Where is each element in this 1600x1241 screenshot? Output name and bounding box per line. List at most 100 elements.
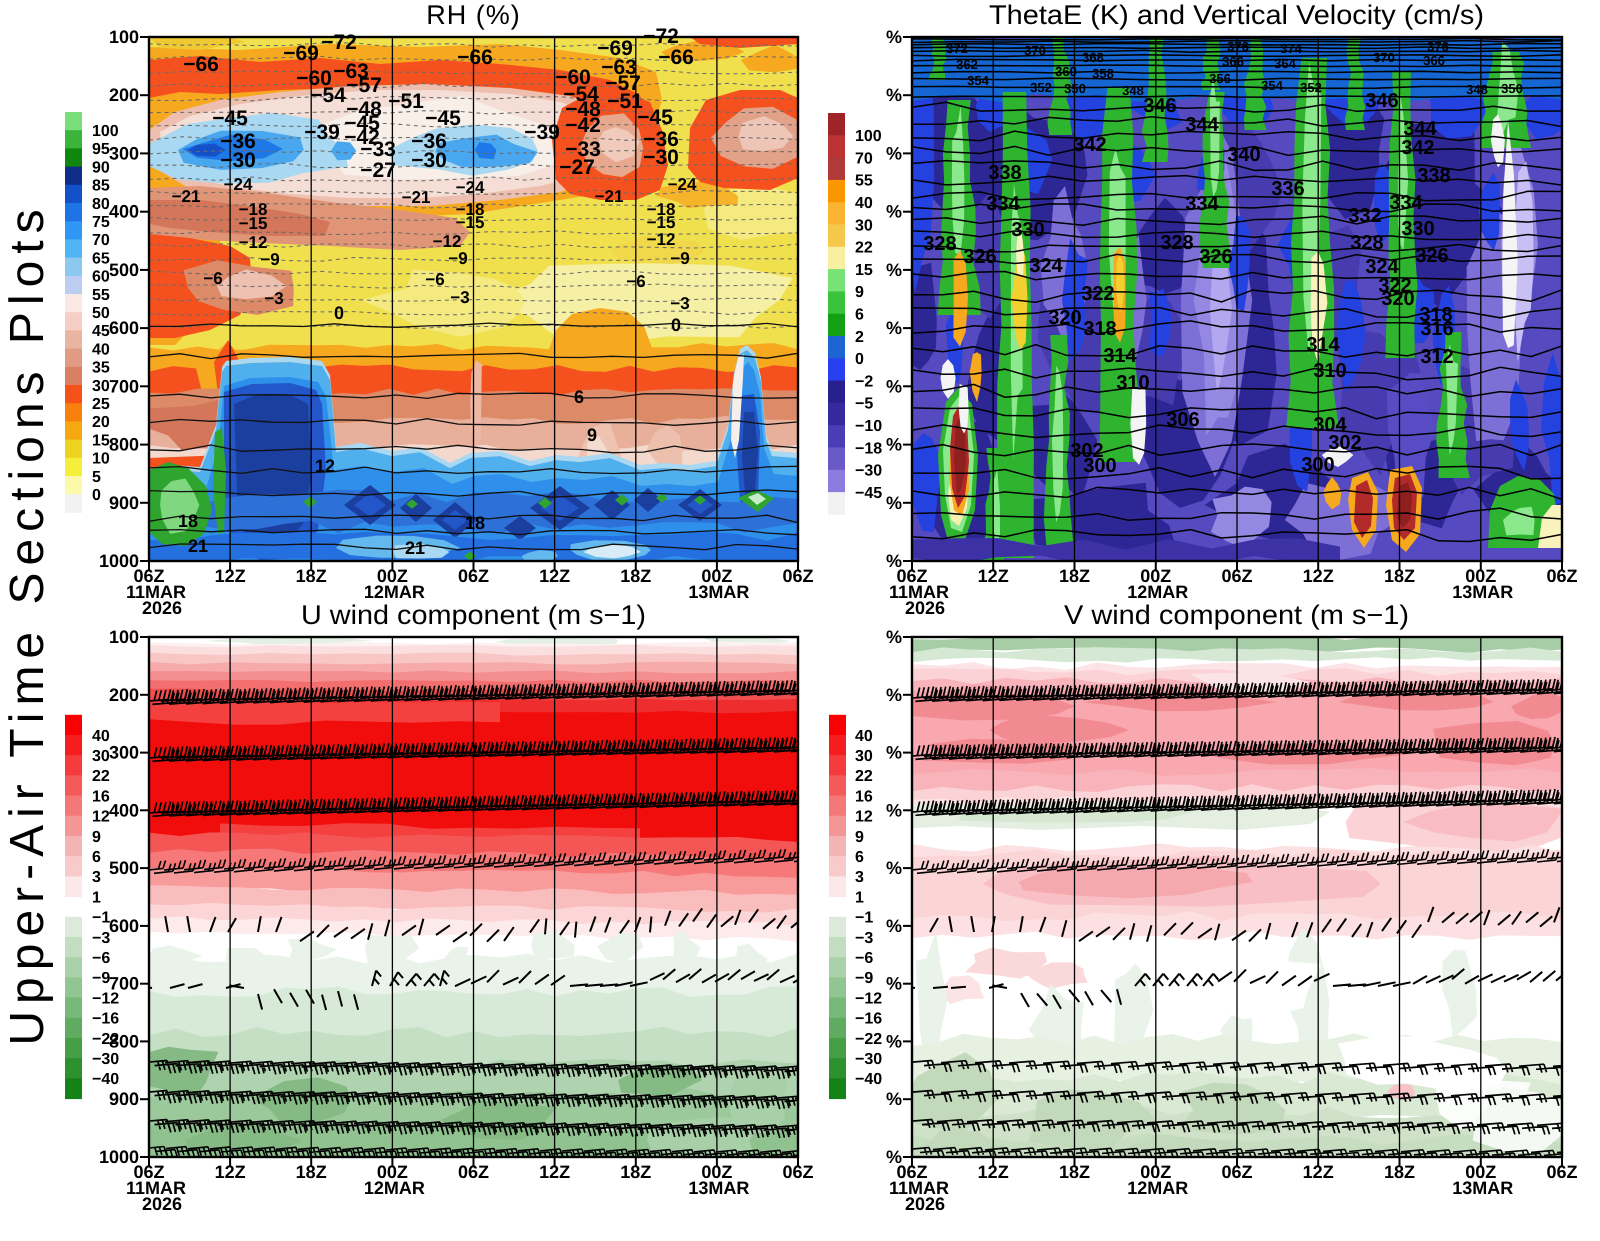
svg-text:00Z: 00Z <box>377 566 408 586</box>
svg-text:−3: −3 <box>670 294 689 313</box>
svg-text:30: 30 <box>855 748 873 765</box>
svg-text:−45: −45 <box>855 485 882 502</box>
svg-text:9: 9 <box>855 284 864 301</box>
svg-text:368: 368 <box>1082 50 1104 65</box>
svg-text:372: 372 <box>946 41 968 56</box>
svg-text:700: 700 <box>109 376 139 396</box>
svg-text:%: % <box>886 376 902 396</box>
svg-text:800: 800 <box>109 435 139 455</box>
svg-text:18: 18 <box>465 513 485 533</box>
svg-text:500: 500 <box>109 260 139 280</box>
svg-text:V wind component (m s−1): V wind component (m s−1) <box>1064 600 1409 630</box>
svg-text:%: % <box>886 685 902 705</box>
svg-text:21: 21 <box>405 538 425 558</box>
svg-text:−33: −33 <box>360 138 396 161</box>
svg-text:0: 0 <box>855 351 864 368</box>
svg-text:−18: −18 <box>239 200 268 219</box>
svg-text:%: % <box>886 27 902 47</box>
svg-text:334: 334 <box>1389 192 1423 214</box>
svg-text:9: 9 <box>587 425 597 445</box>
svg-text:10: 10 <box>92 451 110 468</box>
svg-text:318: 318 <box>1419 304 1452 326</box>
svg-text:06Z: 06Z <box>133 566 164 586</box>
svg-text:−2: −2 <box>855 373 873 390</box>
svg-text:30: 30 <box>92 748 110 765</box>
svg-text:−36: −36 <box>220 130 256 153</box>
svg-text:6: 6 <box>92 849 101 866</box>
svg-text:1000: 1000 <box>99 1147 139 1167</box>
svg-text:−22: −22 <box>92 1031 119 1048</box>
svg-text:−9: −9 <box>260 250 279 269</box>
svg-text:−16: −16 <box>855 1011 882 1028</box>
svg-text:11MAR: 11MAR <box>126 582 186 602</box>
svg-text:−51: −51 <box>388 90 424 113</box>
svg-text:40: 40 <box>92 728 110 745</box>
svg-text:06Z: 06Z <box>458 1162 489 1182</box>
svg-text:360: 360 <box>1055 64 1077 79</box>
svg-text:500: 500 <box>109 858 139 878</box>
svg-text:364: 364 <box>1274 56 1296 71</box>
svg-text:11MAR: 11MAR <box>889 582 949 602</box>
svg-text:−6: −6 <box>425 270 444 289</box>
svg-text:346: 346 <box>1143 95 1176 117</box>
svg-text:200: 200 <box>109 85 139 105</box>
svg-text:00Z: 00Z <box>701 1162 732 1182</box>
svg-text:322: 322 <box>1081 283 1114 305</box>
svg-text:352: 352 <box>1030 80 1052 95</box>
svg-text:06Z: 06Z <box>458 566 489 586</box>
svg-text:18Z: 18Z <box>1059 1162 1090 1182</box>
svg-text:600: 600 <box>109 916 139 936</box>
svg-text:342: 342 <box>1401 137 1434 159</box>
svg-text:300: 300 <box>1083 455 1116 477</box>
svg-text:06Z: 06Z <box>896 566 927 586</box>
svg-text:328: 328 <box>1350 232 1383 254</box>
svg-text:100: 100 <box>855 128 882 145</box>
svg-text:6: 6 <box>855 849 864 866</box>
svg-text:−66: −66 <box>457 46 493 69</box>
svg-text:30: 30 <box>92 378 110 395</box>
svg-text:0: 0 <box>671 315 681 335</box>
svg-text:11MAR: 11MAR <box>126 1178 186 1198</box>
svg-text:00Z: 00Z <box>377 1162 408 1182</box>
svg-text:−60: −60 <box>296 67 332 90</box>
svg-text:18Z: 18Z <box>1384 566 1415 586</box>
svg-text:%: % <box>886 1089 902 1109</box>
svg-text:356: 356 <box>1209 71 1231 86</box>
svg-text:314: 314 <box>1306 334 1340 356</box>
svg-text:400: 400 <box>109 202 139 222</box>
svg-text:06Z: 06Z <box>896 1162 927 1182</box>
svg-text:12: 12 <box>92 809 110 826</box>
svg-text:18Z: 18Z <box>620 1162 651 1182</box>
svg-text:−3: −3 <box>450 288 469 307</box>
svg-text:−30: −30 <box>92 1051 119 1068</box>
svg-text:80: 80 <box>92 196 110 213</box>
svg-text:−1: −1 <box>92 910 110 927</box>
svg-text:324: 324 <box>1365 256 1399 278</box>
svg-text:−39: −39 <box>524 121 560 144</box>
svg-text:9: 9 <box>92 829 101 846</box>
svg-text:−48: −48 <box>565 98 601 121</box>
svg-text:370: 370 <box>1373 50 1395 65</box>
svg-text:−60: −60 <box>555 66 591 89</box>
svg-text:−72: −72 <box>321 31 357 54</box>
svg-text:100: 100 <box>109 627 139 647</box>
svg-text:358: 358 <box>1092 66 1114 81</box>
svg-text:12Z: 12Z <box>539 566 570 586</box>
svg-text:332: 332 <box>1348 205 1381 227</box>
svg-text:12Z: 12Z <box>978 566 1009 586</box>
svg-text:328: 328 <box>923 233 956 255</box>
svg-text:354: 354 <box>967 73 989 88</box>
svg-text:−39: −39 <box>304 121 340 144</box>
svg-text:−6: −6 <box>92 950 110 967</box>
svg-text:00Z: 00Z <box>1140 566 1171 586</box>
svg-text:%: % <box>886 551 902 571</box>
svg-text:−66: −66 <box>658 46 694 69</box>
svg-text:1000: 1000 <box>99 551 139 571</box>
svg-text:22: 22 <box>855 240 873 257</box>
svg-text:65: 65 <box>92 250 110 267</box>
svg-text:700: 700 <box>109 974 139 994</box>
svg-text:−9: −9 <box>855 970 873 987</box>
svg-text:344: 344 <box>1403 118 1437 140</box>
svg-text:300: 300 <box>109 143 139 163</box>
svg-text:13MAR: 13MAR <box>688 582 749 602</box>
